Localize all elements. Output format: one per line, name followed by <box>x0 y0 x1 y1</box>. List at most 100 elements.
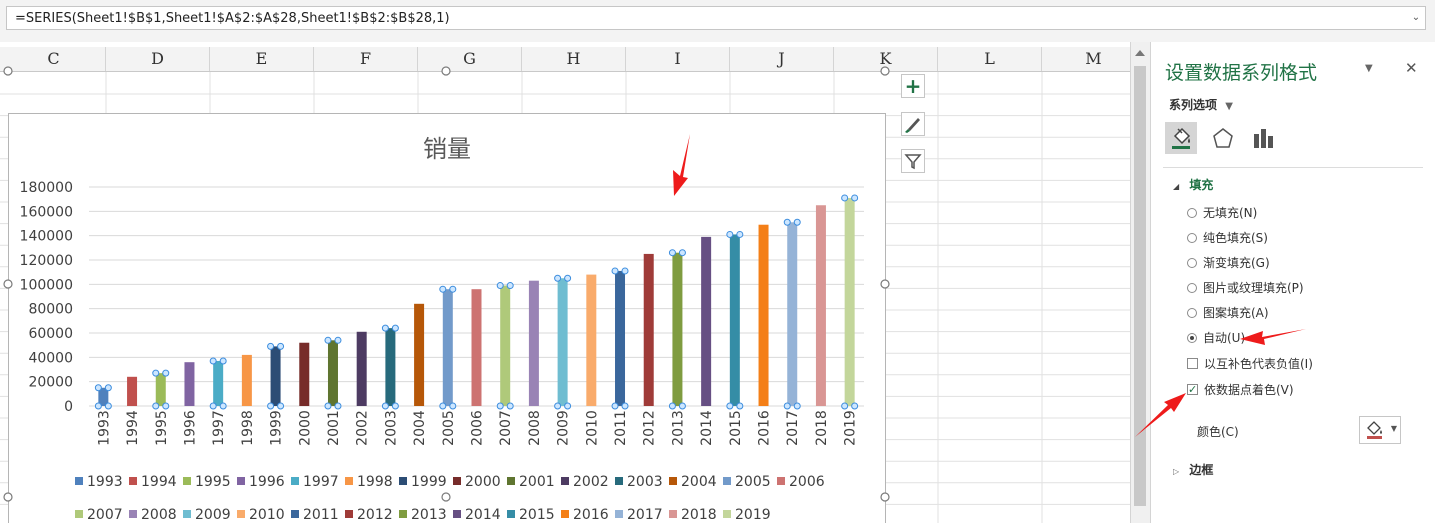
data-point-handle[interactable] <box>506 282 514 290</box>
legend-entry[interactable]: 2005 <box>723 474 771 490</box>
legend-entry[interactable]: 2012 <box>345 507 393 523</box>
data-point-handle[interactable] <box>851 402 859 410</box>
tab-effects[interactable] <box>1207 122 1239 154</box>
data-point-handle[interactable] <box>449 402 457 410</box>
radio-picture-fill[interactable]: 图片或纹理填充(P) <box>1187 279 1304 297</box>
chart-filters-button[interactable] <box>901 149 925 173</box>
data-point-handle[interactable] <box>94 402 102 410</box>
legend-entry[interactable]: 2001 <box>507 474 555 490</box>
bar-2003[interactable] <box>385 328 396 406</box>
data-point-handle[interactable] <box>554 274 562 282</box>
bar-1996[interactable] <box>184 362 195 406</box>
legend-entry[interactable]: 2008 <box>129 507 177 523</box>
bar-2013[interactable] <box>672 252 683 406</box>
legend-entry[interactable]: 2014 <box>453 507 501 523</box>
section-fill-header[interactable]: ◢ 填充 <box>1173 176 1213 193</box>
data-point-handle[interactable] <box>267 342 275 350</box>
data-point-handle[interactable] <box>277 342 285 350</box>
data-point-handle[interactable] <box>381 324 389 332</box>
close-icon[interactable]: ✕ <box>1405 59 1418 77</box>
checkbox-vary-colors[interactable]: 依数据点着色(V) <box>1187 381 1294 399</box>
data-point-handle[interactable] <box>381 402 389 410</box>
data-point-handle[interactable] <box>334 402 342 410</box>
data-point-handle[interactable] <box>793 402 801 410</box>
legend-entry[interactable]: 2004 <box>669 474 717 490</box>
data-point-handle[interactable] <box>449 285 457 293</box>
legend-entry[interactable]: 1997 <box>291 474 339 490</box>
data-point-handle[interactable] <box>439 285 447 293</box>
data-point-handle[interactable] <box>152 402 160 410</box>
bar-2012[interactable] <box>643 253 654 406</box>
bar-2011[interactable] <box>615 270 626 406</box>
data-point-handle[interactable] <box>736 230 744 238</box>
section-border-header[interactable]: ▷ 边框 <box>1173 461 1213 478</box>
column-header-k[interactable]: K <box>834 47 938 71</box>
legend-entry[interactable]: 2011 <box>291 507 339 523</box>
bar-2009[interactable] <box>557 278 568 406</box>
data-point-handle[interactable] <box>506 402 514 410</box>
legend-entry[interactable]: 2009 <box>183 507 231 523</box>
data-point-handle[interactable] <box>152 369 160 377</box>
tab-fill-line[interactable] <box>1165 122 1197 154</box>
data-point-handle[interactable] <box>621 402 629 410</box>
column-header-g[interactable]: G <box>418 47 522 71</box>
data-point-handle[interactable] <box>783 402 791 410</box>
bar-1993[interactable] <box>98 387 109 406</box>
legend-entry[interactable]: 2002 <box>561 474 609 490</box>
bar-1998[interactable] <box>241 354 252 406</box>
legend-entry[interactable]: 2018 <box>669 507 717 523</box>
bar-1994[interactable] <box>127 376 138 406</box>
legend-entry[interactable]: 2003 <box>615 474 663 490</box>
data-point-handle[interactable] <box>678 402 686 410</box>
legend-entry[interactable]: 1993 <box>75 474 123 490</box>
data-point-handle[interactable] <box>496 402 504 410</box>
checkbox-invert-negative[interactable]: 以互补色代表负值(I) <box>1187 355 1313 373</box>
legend-entry[interactable]: 2006 <box>777 474 825 490</box>
data-point-handle[interactable] <box>793 218 801 226</box>
bar-1997[interactable] <box>213 360 224 406</box>
series-options-dropdown[interactable]: 系列选项 ▼ <box>1169 96 1233 113</box>
data-point-handle[interactable] <box>668 402 676 410</box>
bar-2015[interactable] <box>729 234 740 406</box>
color-picker-button[interactable]: ▼ <box>1359 416 1401 444</box>
data-point-handle[interactable] <box>726 402 734 410</box>
bar-2006[interactable] <box>471 289 482 406</box>
data-point-handle[interactable] <box>564 274 572 282</box>
data-point-handle[interactable] <box>564 402 572 410</box>
data-point-handle[interactable] <box>554 402 562 410</box>
bar-2018[interactable] <box>815 205 826 406</box>
data-point-handle[interactable] <box>391 402 399 410</box>
bar-2001[interactable] <box>327 340 338 406</box>
pane-options-dropdown-icon[interactable]: ▼ <box>1365 63 1373 74</box>
data-point-handle[interactable] <box>783 218 791 226</box>
data-point-handle[interactable] <box>736 402 744 410</box>
data-point-handle[interactable] <box>219 357 227 365</box>
data-point-handle[interactable] <box>841 194 849 202</box>
data-point-handle[interactable] <box>611 267 619 275</box>
data-point-handle[interactable] <box>267 402 275 410</box>
legend-entry[interactable]: 2019 <box>723 507 771 523</box>
radio-solid-fill[interactable]: 纯色填充(S) <box>1187 229 1268 247</box>
legend-entry[interactable]: 1994 <box>129 474 177 490</box>
bar-2005[interactable] <box>442 289 453 406</box>
column-header-i[interactable]: I <box>626 47 730 71</box>
column-header-d[interactable]: D <box>106 47 210 71</box>
column-header-f[interactable]: F <box>314 47 418 71</box>
data-point-handle[interactable] <box>277 402 285 410</box>
data-point-handle[interactable] <box>219 402 227 410</box>
data-point-handle[interactable] <box>678 249 686 257</box>
chart-area[interactable]: 销量 0 20000 40000 60000 80000 100000 120000 14000… <box>8 113 886 523</box>
bar-2004[interactable] <box>414 303 425 406</box>
column-header-m[interactable]: M <box>1042 47 1130 71</box>
legend-entry[interactable]: 2013 <box>399 507 447 523</box>
data-point-handle[interactable] <box>726 230 734 238</box>
data-point-handle[interactable] <box>851 194 859 202</box>
legend-entry[interactable]: 2000 <box>453 474 501 490</box>
column-header-e[interactable]: E <box>210 47 314 71</box>
bar-2007[interactable] <box>500 285 511 406</box>
bar-2014[interactable] <box>701 236 712 406</box>
bar-2017[interactable] <box>787 222 798 406</box>
column-header-j[interactable]: J <box>730 47 834 71</box>
data-point-handle[interactable] <box>209 357 217 365</box>
radio-auto[interactable]: 自动(U) <box>1187 329 1245 347</box>
